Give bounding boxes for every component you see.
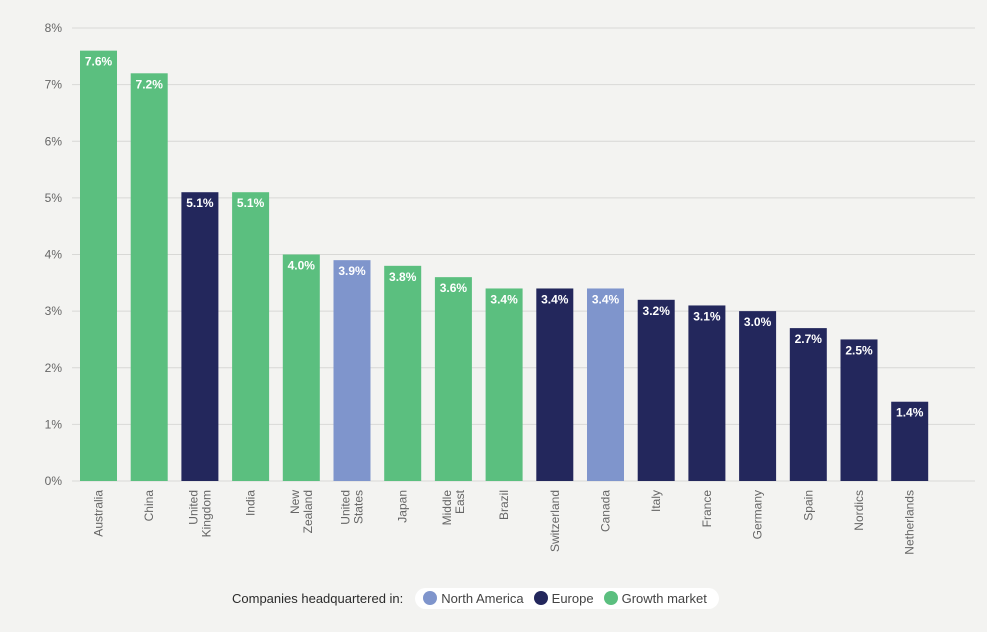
bar-value-label: 4.0%	[288, 259, 316, 273]
bar	[384, 265, 422, 481]
y-tick-label: 7%	[45, 78, 63, 92]
bar	[789, 328, 827, 481]
x-tick-label: India	[244, 490, 258, 516]
x-tick-label: Nordics	[852, 490, 866, 531]
x-tick-label: Italy	[649, 490, 663, 512]
bar	[130, 73, 168, 482]
legend: Companies headquartered in: North Americ…	[232, 586, 719, 610]
legend-label-europe: Europe	[551, 590, 594, 606]
x-tick-label: Netherlands	[903, 490, 917, 555]
x-tick-label: Australia	[92, 490, 106, 537]
bar-value-label: 5.1%	[237, 196, 265, 210]
legend-label-north-america: North America	[441, 590, 524, 606]
bar-value-label: 3.4%	[490, 292, 518, 306]
x-tick-label: Brazil	[497, 490, 511, 520]
y-tick-label: 4%	[45, 248, 63, 262]
x-tick-label: France	[700, 490, 714, 528]
y-tick-label: 6%	[45, 134, 63, 148]
bar	[434, 277, 472, 481]
bar-value-label: 3.9%	[338, 264, 366, 278]
x-tick-label: MiddleEast	[440, 489, 467, 525]
bar	[485, 288, 523, 481]
x-tick-label: UnitedStates	[339, 490, 366, 525]
legend-items: North America Europe Growth market	[415, 587, 719, 609]
x-tick-label: UnitedKingdom	[186, 490, 213, 537]
north-america-swatch	[423, 591, 438, 605]
bar-value-label: 7.2%	[136, 77, 164, 91]
bar-value-label: 3.4%	[592, 292, 620, 306]
europe-swatch	[533, 591, 548, 605]
y-tick-label: 3%	[45, 304, 63, 318]
bar-value-label: 2.7%	[795, 332, 823, 346]
bar-value-label: 3.4%	[541, 292, 569, 306]
bar-value-label: 3.2%	[643, 304, 671, 318]
bar	[181, 192, 219, 481]
x-tick-label: NewZealand	[288, 490, 315, 534]
x-tick-label: China	[142, 490, 156, 522]
bar	[232, 192, 270, 481]
y-tick-label: 1%	[45, 417, 63, 431]
bar	[637, 299, 675, 481]
bar-value-label: 3.1%	[693, 309, 721, 323]
bar	[333, 260, 371, 481]
y-tick-label: 5%	[45, 191, 63, 205]
bar-value-label: 3.8%	[389, 270, 417, 284]
y-tick-label: 0%	[45, 474, 63, 488]
x-tick-label: Canada	[599, 490, 613, 532]
bar	[282, 254, 320, 481]
legend-title: Companies headquartered in:	[232, 590, 404, 606]
bar	[688, 305, 726, 481]
bar	[80, 50, 117, 482]
bar	[536, 288, 574, 481]
growth-market-swatch	[603, 591, 618, 605]
bar-value-label: 3.6%	[440, 281, 468, 295]
x-tick-label: Spain	[801, 490, 815, 521]
bar-value-label: 5.1%	[186, 196, 214, 210]
bar-value-label: 7.6%	[85, 55, 113, 69]
x-tick-label: Germany	[751, 490, 765, 539]
x-tick-label: Japan	[396, 490, 410, 523]
bar-value-label: 1.4%	[896, 406, 924, 420]
bar-value-label: 2.5%	[845, 343, 873, 357]
bar	[587, 288, 624, 481]
bar	[840, 339, 878, 481]
bar	[891, 401, 929, 481]
legend-label-growth-market: Growth market	[621, 590, 707, 606]
y-tick-label: 2%	[45, 361, 63, 375]
legend-item-north-america: North America	[423, 590, 524, 606]
legend-item-growth-market: Growth market	[603, 590, 707, 606]
bar	[739, 311, 777, 481]
bar-value-label: 3.0%	[744, 315, 772, 329]
y-tick-label: 8%	[45, 21, 63, 35]
legend-item-europe: Europe	[533, 590, 594, 606]
x-tick-label: Switzerland	[548, 490, 562, 552]
